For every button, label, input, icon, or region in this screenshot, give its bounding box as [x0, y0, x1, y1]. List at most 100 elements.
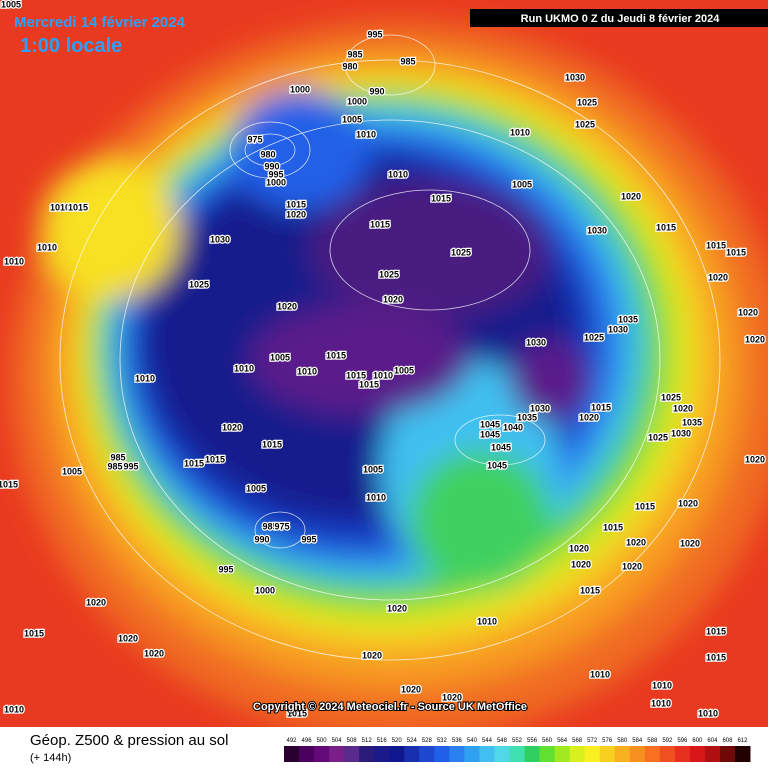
- isobar-label: 1020: [144, 648, 164, 658]
- footer-title: Géop. Z500 & pression au sol: [30, 732, 228, 749]
- isobar-label: 1015: [706, 652, 726, 662]
- scale-swatch: [704, 746, 721, 762]
- scale-label: 504: [332, 738, 343, 744]
- isobar-label: 1045: [487, 460, 507, 470]
- scale-label: 508: [347, 738, 358, 744]
- scale-swatch: [569, 746, 586, 762]
- isobar-label: 1020: [622, 561, 642, 571]
- isobar-label: 1010: [135, 373, 155, 383]
- isobar-label: 1015: [726, 247, 746, 257]
- scale-label: 604: [707, 738, 718, 744]
- lead-time: (+ 144h): [30, 752, 71, 764]
- scale-label: 580: [617, 738, 628, 744]
- scale-label: 516: [377, 738, 388, 744]
- isobar-label: 1010: [4, 704, 24, 714]
- isobar-label: 1010: [388, 169, 408, 179]
- isobar-label: 1020: [626, 537, 646, 547]
- scale-label: 524: [407, 738, 418, 744]
- scale-swatch: [329, 746, 345, 762]
- isobar-label: 1020: [286, 209, 306, 219]
- isobar-label: 1005: [62, 466, 82, 476]
- scale-label: 520: [392, 738, 403, 744]
- scale-label: 600: [692, 738, 703, 744]
- isobar-label: 1020: [621, 191, 641, 201]
- isobar-label: 1030: [526, 337, 546, 347]
- isobar-label: 1000: [347, 96, 367, 106]
- map-date: Mercredi 14 février 2024: [14, 14, 186, 31]
- isobar-label: 1005: [246, 483, 266, 493]
- scale-label: 560: [542, 738, 553, 744]
- isobar-label: 1010: [234, 363, 254, 373]
- isobar-label: 1010: [698, 708, 718, 718]
- isobar-label: 1025: [575, 119, 595, 129]
- scale-swatch: [374, 746, 390, 762]
- isobar-label: 1025: [577, 97, 597, 107]
- scale-swatch: [359, 746, 375, 762]
- isobar-label: 1035: [682, 417, 702, 427]
- isobar-label: 980: [260, 149, 275, 159]
- isobar-label: 1020: [442, 692, 462, 702]
- isobar-label: 1010: [510, 127, 530, 137]
- isobar-label: 1015: [591, 402, 611, 412]
- scale-label: 576: [602, 738, 613, 744]
- scale-swatch: [404, 746, 420, 762]
- isobar-label: 1015: [24, 628, 44, 638]
- isobar-label: 1030: [565, 72, 585, 82]
- isobar-label: 1020: [738, 307, 758, 317]
- isobar-label: 975: [247, 134, 262, 144]
- isobar-label: 1015: [346, 370, 366, 380]
- isobar-label: 1015: [370, 219, 390, 229]
- isobar-label: 990: [264, 161, 279, 171]
- scale-swatch: [479, 746, 495, 762]
- isobar-label: 1015: [580, 585, 600, 595]
- isobar-label: 1020: [745, 334, 765, 344]
- isobar-label: 1020: [708, 272, 728, 282]
- isobar-label: 1020: [383, 294, 403, 304]
- isobar-label: 985: [262, 521, 277, 531]
- isobar-label: 1010: [651, 698, 671, 708]
- isobar-label: 995: [123, 461, 138, 471]
- scale-swatch: [419, 746, 435, 762]
- isobar-label: 1015: [635, 501, 655, 511]
- scale-swatch: [554, 746, 571, 762]
- isobar-label: 1015: [286, 199, 306, 209]
- scale-swatch: [599, 746, 616, 762]
- isobar-label: 1020: [745, 454, 765, 464]
- scale-swatch: [464, 746, 480, 762]
- isobar-label: 1000: [290, 84, 310, 94]
- isobar-label: 1010: [652, 680, 672, 690]
- copyright: Copyright © 2024 Meteociel.fr - Source U…: [253, 701, 527, 713]
- isobar-label: 985: [400, 56, 415, 66]
- isobar-label: 1010: [366, 492, 386, 502]
- isobar-label: 1025: [648, 432, 668, 442]
- isobar-label: 1020: [362, 650, 382, 660]
- isobar-label: 995: [367, 29, 382, 39]
- isobar-label: 1020: [571, 559, 591, 569]
- isobar-label: 1020: [387, 603, 407, 613]
- scale-label: 532: [437, 738, 448, 744]
- isobar-label: 995: [268, 169, 283, 179]
- isobar-label: 1020: [673, 403, 693, 413]
- isobar-label: 1010: [590, 669, 610, 679]
- isobar-label: 1015: [706, 240, 726, 250]
- scale-swatch: [284, 746, 300, 762]
- isobar-label: 1020: [118, 633, 138, 643]
- scale-swatch: [494, 746, 510, 762]
- scale-label: 548: [497, 738, 508, 744]
- isobar-label: 1000: [266, 177, 286, 187]
- scale-label: 596: [677, 738, 688, 744]
- scale-label: 492: [287, 738, 298, 744]
- isobar-label: 1005: [363, 464, 383, 474]
- scale-swatch: [584, 746, 601, 762]
- isobar-label: 1025: [379, 269, 399, 279]
- scale-label: 496: [302, 738, 313, 744]
- scale-swatch: [389, 746, 405, 762]
- scale-label: 552: [512, 738, 523, 744]
- map-field: [0, 0, 768, 727]
- scale-label: 512: [362, 738, 373, 744]
- scale-label: 536: [452, 738, 463, 744]
- isobar-label: 1045: [491, 442, 511, 452]
- run-banner: [470, 9, 768, 27]
- scale-swatch: [344, 746, 360, 762]
